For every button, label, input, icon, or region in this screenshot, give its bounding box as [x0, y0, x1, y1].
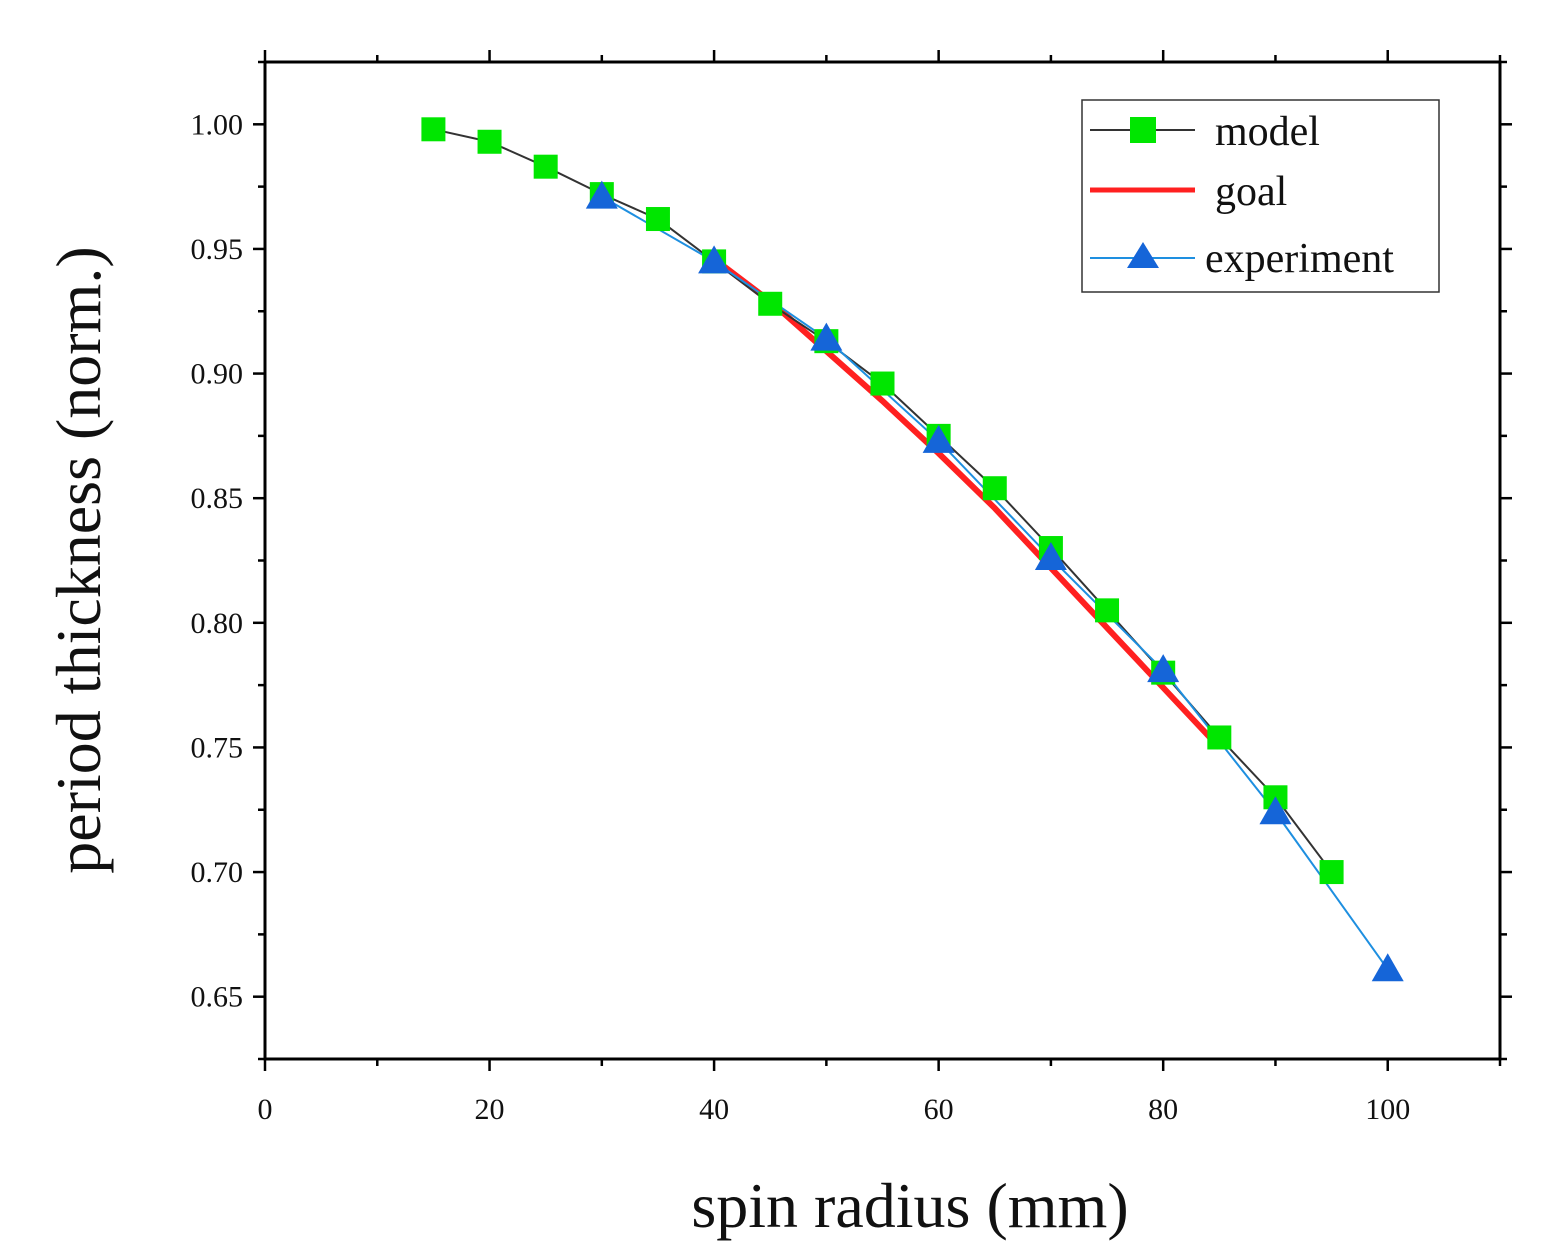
- marker-experiment: [1147, 654, 1180, 683]
- marker-model: [1095, 598, 1120, 623]
- marker-experiment: [1371, 953, 1404, 982]
- x-axis-title: spin radius (mm): [691, 1170, 1128, 1241]
- legend: model goal experiment: [1081, 99, 1440, 293]
- y-tick-label: 0.65: [191, 981, 244, 1014]
- y-tick-label: 0.70: [191, 856, 244, 889]
- legend-label-model: model: [1215, 109, 1320, 155]
- x-tick-label: 60: [924, 1093, 954, 1126]
- axis-ticks: [253, 50, 1512, 1071]
- marker-experiment: [1259, 796, 1292, 825]
- marker-model: [1207, 725, 1232, 750]
- y-tick-label: 0.80: [191, 607, 244, 640]
- marker-model: [870, 371, 895, 396]
- marker-experiment: [698, 245, 731, 274]
- y-tick-label: 1.00: [191, 108, 244, 141]
- legend-marker-model: [1130, 117, 1156, 143]
- marker-model: [477, 129, 502, 154]
- marker-model: [982, 476, 1007, 501]
- marker-experiment: [810, 322, 843, 351]
- legend-marker-experiment: [1127, 242, 1159, 268]
- x-tick-label: 40: [699, 1093, 729, 1126]
- marker-model: [758, 291, 783, 316]
- y-axis-title: period thickness (norm.): [43, 246, 114, 873]
- legend-label-goal: goal: [1215, 169, 1287, 215]
- x-tick-label: 0: [258, 1093, 273, 1126]
- marker-model: [1319, 860, 1344, 885]
- y-tick-label: 0.95: [191, 233, 244, 266]
- y-tick-label: 0.75: [191, 731, 244, 764]
- x-tick-labels: 0 20 40 60 80 100: [258, 1093, 1411, 1126]
- series-markers: [421, 117, 1404, 982]
- x-tick-label: 100: [1365, 1093, 1410, 1126]
- marker-model: [421, 117, 446, 142]
- marker-experiment: [585, 180, 618, 209]
- x-tick-label: 80: [1148, 1093, 1178, 1126]
- y-tick-labels: 0.65 0.70 0.75 0.80 0.85 0.90 0.95 1.00: [191, 108, 244, 1013]
- marker-experiment: [922, 424, 955, 453]
- marker-model: [533, 154, 558, 179]
- legend-label-experiment: experiment: [1205, 236, 1394, 282]
- marker-experiment: [1034, 542, 1067, 571]
- marker-model: [645, 207, 670, 232]
- y-tick-label: 0.90: [191, 358, 244, 391]
- x-tick-label: 20: [475, 1093, 505, 1126]
- y-tick-label: 0.85: [191, 482, 244, 515]
- series-line-goal: [712, 256, 1222, 750]
